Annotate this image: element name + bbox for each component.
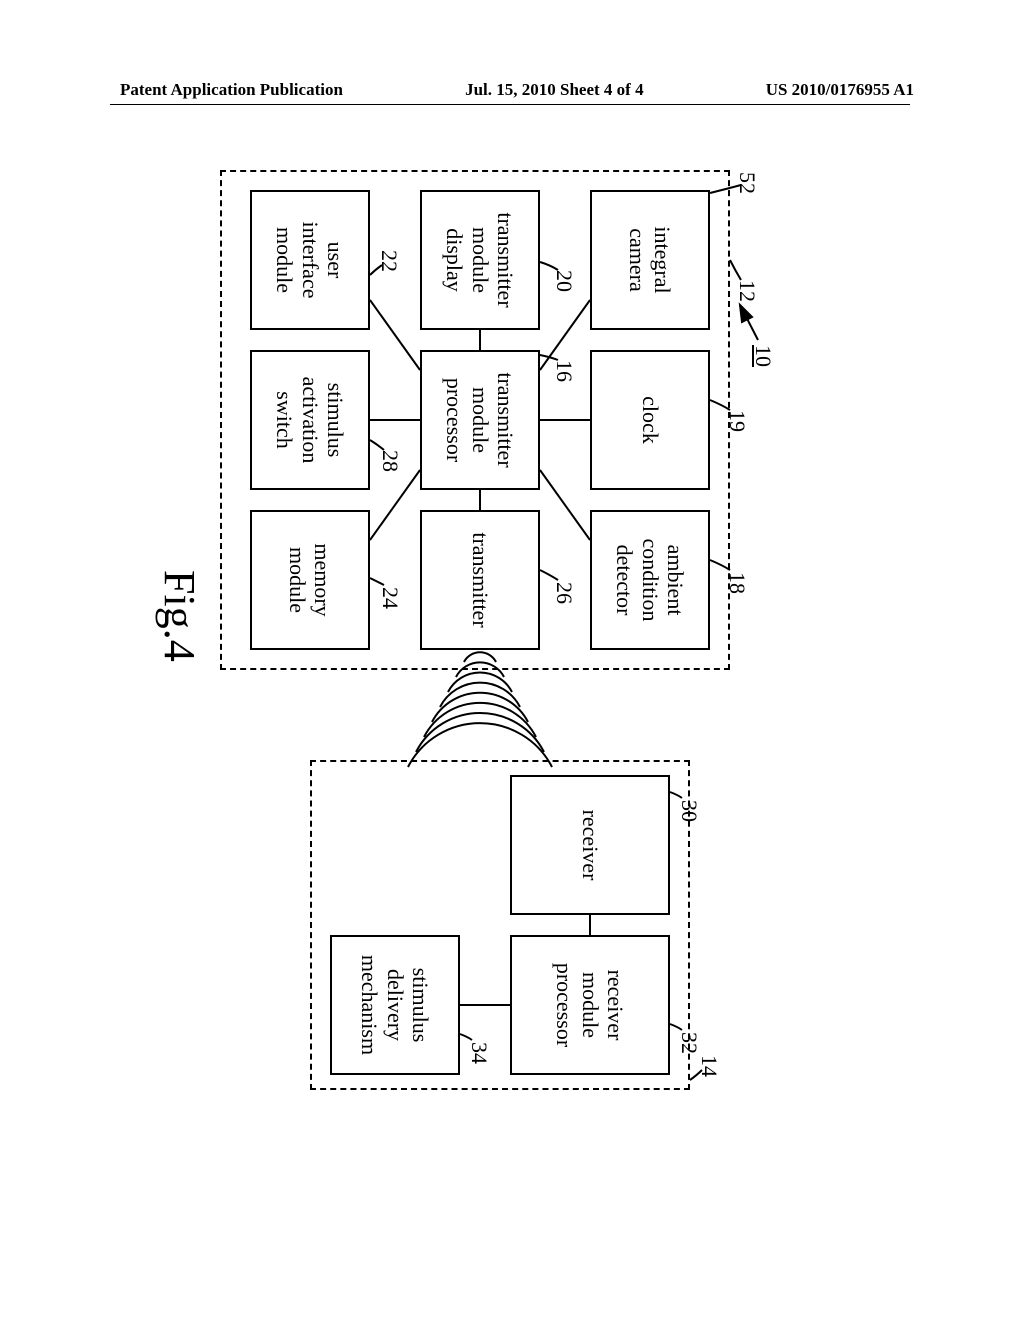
box-text: clock [637,396,662,444]
box-text: module [467,387,492,453]
ref-30: 30 [676,800,702,822]
box-text: activation [297,377,322,464]
ref-22: 22 [376,250,402,272]
box-text: processor [442,378,467,462]
clock-box: clock [590,350,710,490]
box-text: module [577,972,602,1038]
integral-camera-box: integral camera [590,190,710,330]
transmitter-box: transmitter [420,510,540,650]
header-right: US 2010/0176955 A1 [766,80,914,100]
box-text: user [323,242,348,279]
box-text: receiver [577,810,602,881]
ref-12: 12 [734,280,760,302]
ref-20: 20 [551,270,577,292]
box-text: switch [272,391,297,448]
box-text: memory [310,543,335,616]
user-interface-box: user interface module [250,190,370,330]
ref-16: 16 [551,360,577,382]
box-text: ambient [663,545,688,616]
ref-14: 14 [696,1055,722,1077]
ref-32: 32 [676,1032,702,1054]
header-rule [110,104,910,105]
box-text: interface [297,222,322,299]
ref-24: 24 [377,587,403,609]
ref-19: 19 [724,410,750,432]
box-text: delivery [382,969,407,1041]
page-header: Patent Application Publication Jul. 15, … [0,80,1024,100]
ref-52: 52 [734,172,760,194]
figure-rotation-wrapper: integral camera clock ambient condition … [140,150,770,1110]
box-text: mechanism [357,955,382,1055]
ref-28: 28 [377,450,403,472]
box-text: integral [650,226,675,293]
box-text: processor [552,963,577,1047]
box-text: condition [637,538,662,621]
box-text: camera [625,228,650,292]
ref-10: 10 [750,345,776,367]
box-text: transmitter [467,532,492,627]
box-text: receiver [603,970,628,1041]
stimulus-delivery-box: stimulus delivery mechanism [330,935,460,1075]
box-text: module [272,227,297,293]
receiver-processor-box: receiver module processor [510,935,670,1075]
box-text: stimulus [323,383,348,458]
stimulus-switch-box: stimulus activation switch [250,350,370,490]
figure-label: Fig.4 [154,570,205,662]
box-text: transmitter [493,372,518,467]
box-text: transmitter [493,212,518,307]
box-text: module [285,547,310,613]
receiver-box: receiver [510,775,670,915]
ambient-detector-box: ambient condition detector [590,510,710,650]
figure-canvas: integral camera clock ambient condition … [0,315,935,945]
transmitter-display-box: transmitter module display [420,190,540,330]
ref-18: 18 [724,572,750,594]
box-text: stimulus [408,968,433,1043]
transmitter-processor-box: transmitter module processor [420,350,540,490]
header-center: Jul. 15, 2010 Sheet 4 of 4 [465,80,644,100]
memory-module-box: memory module [250,510,370,650]
ref-34: 34 [466,1042,492,1064]
box-text: display [442,228,467,292]
box-text: module [467,227,492,293]
box-text: detector [612,545,637,616]
ref-26: 26 [551,582,577,604]
header-left: Patent Application Publication [120,80,343,100]
